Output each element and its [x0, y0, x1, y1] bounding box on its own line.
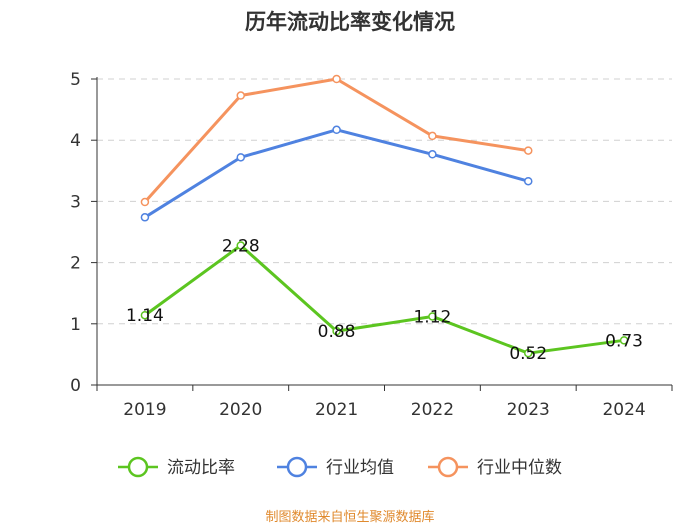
- axes: 0 1 2 3 4 5 2019 2020 2021 2022 2023 2024: [70, 70, 673, 420]
- legend-marker: [437, 456, 459, 478]
- data-point: [140, 310, 150, 320]
- data-label: 1.14: [126, 306, 164, 326]
- legend-label: 流动比率: [167, 458, 235, 478]
- data-point: [236, 153, 245, 162]
- x-tick-label: 2022: [411, 400, 454, 420]
- legend-marker: [286, 456, 308, 478]
- series-line: [143, 77, 529, 204]
- legend: 流动比率 行业均值 行业中位数: [118, 456, 562, 478]
- legend-label: 行业均值: [326, 458, 394, 478]
- source-note: 制图数据来自恒生聚源数据库: [265, 509, 434, 525]
- x-tick-label: 2021: [315, 400, 358, 420]
- y-tick-label: 1: [70, 315, 81, 335]
- y-tick-label: 4: [70, 131, 81, 151]
- data-point: [332, 74, 341, 84]
- data-point: [524, 176, 533, 186]
- data-point: [619, 336, 629, 345]
- x-tick-label: 2024: [602, 400, 645, 420]
- data-point: [428, 150, 437, 159]
- series-line: [144, 243, 625, 355]
- chart-title: 历年流动比率变化情况: [245, 10, 455, 34]
- x-tick-label: 2020: [219, 400, 262, 420]
- data-point: [428, 312, 437, 321]
- data-point: [332, 326, 341, 336]
- y-tick-label: 2: [70, 254, 81, 274]
- data-point: [428, 131, 437, 141]
- y-tick-label: 0: [70, 376, 81, 396]
- data-point: [236, 241, 245, 250]
- data-point: [332, 125, 341, 135]
- data-point: [236, 91, 245, 100]
- data-point: [524, 146, 533, 155]
- x-tick-label: 2023: [507, 400, 550, 420]
- data-labels: 1.14 2.28 0.88 1.12 0.52 0.73: [126, 236, 643, 364]
- data-label: 0.73: [605, 331, 643, 351]
- y-tick-label: 3: [70, 192, 81, 212]
- legend-marker: [127, 456, 149, 478]
- legend-label: 行业中位数: [477, 458, 562, 478]
- data-label: 0.88: [318, 322, 356, 342]
- data-point: [140, 197, 150, 207]
- data-label: 1.12: [413, 307, 451, 327]
- y-tick-label: 5: [70, 70, 81, 90]
- data-point: [524, 348, 533, 358]
- series-lines: [140, 74, 629, 358]
- data-label: 2.28: [222, 236, 260, 256]
- x-tick-label: 2019: [123, 400, 166, 420]
- data-point: [140, 213, 150, 222]
- data-label: 0.52: [509, 344, 547, 364]
